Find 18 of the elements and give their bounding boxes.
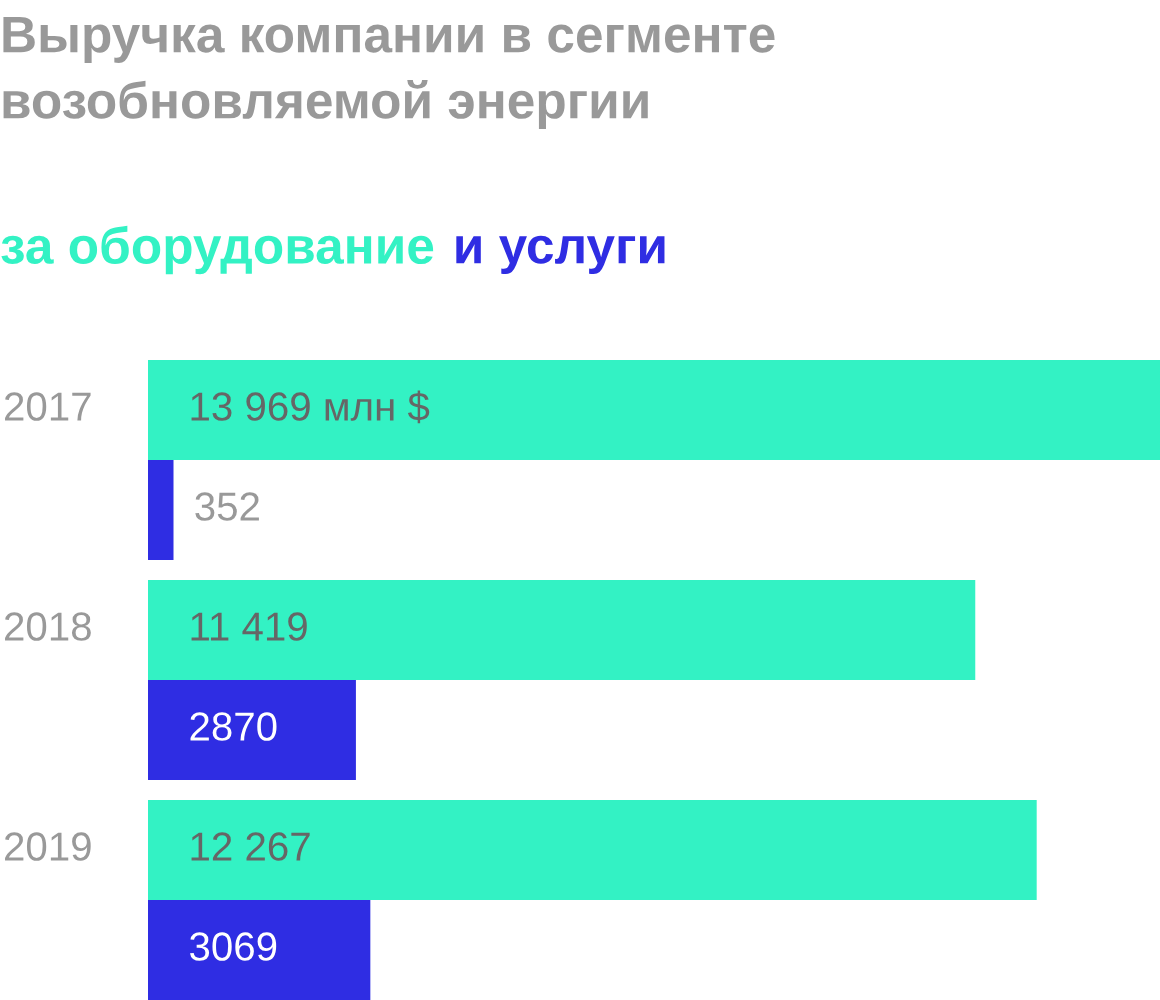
chart-title: Выручка компании в сегменте возобновляемой энергии: [3, 16, 775, 130]
data-label: 3069: [190, 932, 277, 961]
series-label: за оборудование: [1, 225, 434, 275]
bar: [148, 580, 976, 680]
data-label: 11 419: [191, 612, 307, 641]
y-tick-label: 2019: [5, 832, 91, 861]
bar: [148, 680, 356, 780]
bar: [148, 900, 371, 1000]
bar: [148, 460, 174, 560]
y-tick-label: 2017: [5, 392, 91, 421]
data-label: 2870: [190, 712, 277, 741]
data-label: 352: [195, 492, 259, 521]
bar: [148, 360, 1160, 460]
text: и услуги: [456, 235, 665, 274]
bar: [148, 800, 1037, 900]
data-label: 13 969 млн $: [191, 390, 430, 424]
y-tick-label: 2018: [5, 612, 91, 641]
data-label: 12 267: [191, 832, 310, 861]
